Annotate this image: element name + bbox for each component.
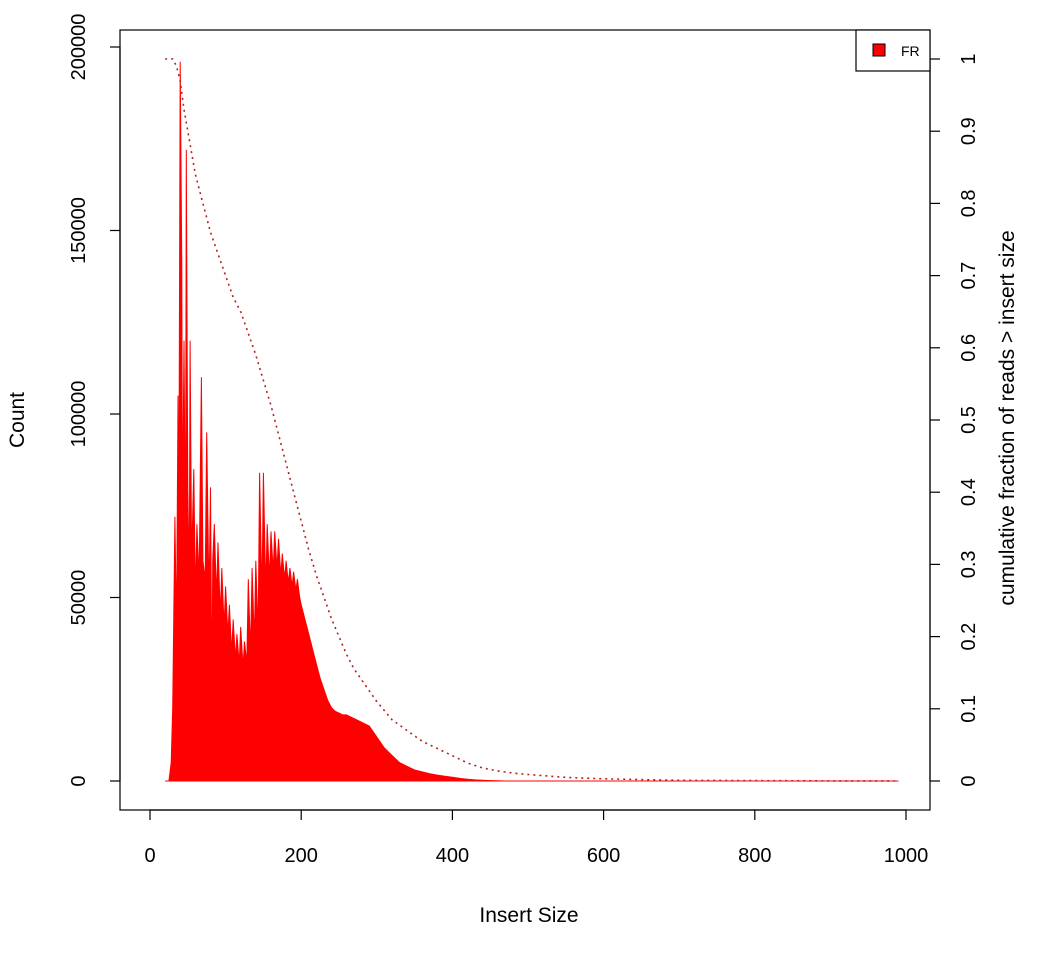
y2-tick-label: 0.4	[958, 478, 980, 506]
y-tick-label: 50000	[68, 570, 90, 626]
x-tick-label: 600	[587, 845, 620, 867]
x-tick-label: 200	[285, 845, 318, 867]
y2-tick-label: 0.1	[958, 695, 980, 723]
y-tick-label: 0	[68, 775, 90, 786]
y-tick-label: 100000	[68, 381, 90, 448]
y2-tick-label: 0.2	[958, 623, 980, 651]
y2-axis-title: cumulative fraction of reads > insert si…	[996, 230, 1019, 605]
legend-box	[855, 29, 931, 72]
y2-tick-label: 0.6	[958, 334, 980, 362]
x-tick-label: 1000	[884, 845, 929, 867]
y2-tick-label: 0.8	[958, 189, 980, 217]
x-tick-label: 400	[436, 845, 469, 867]
x-tick-label: 0	[144, 845, 155, 867]
y2-tick-label: 0.3	[958, 550, 980, 578]
y-axis-title: Count	[6, 392, 29, 448]
plot-marks	[165, 58, 899, 782]
axes: 0 200 400 600 800 1000 0 50000 100000 150000 20000…	[68, 14, 980, 867]
legend: FR	[855, 29, 931, 72]
axis-titles: Insert Size Count cumulative fraction of r…	[6, 230, 1019, 927]
x-tick-label: 800	[738, 845, 771, 867]
y2-tick-label: 0.5	[958, 406, 980, 434]
x-axis-title: Insert Size	[479, 904, 578, 927]
y-tick-label: 200000	[68, 14, 90, 81]
histogram-area-fr	[165, 61, 899, 782]
y-tick-label: 150000	[68, 197, 90, 264]
y2-tick-label: 0.9	[958, 117, 980, 145]
y2-tick-label: 1	[958, 53, 980, 64]
y2-tick-label: 0.7	[958, 262, 980, 290]
y2-tick-label: 0	[958, 775, 980, 786]
legend-swatch	[872, 43, 886, 57]
legend-label: FR	[901, 43, 920, 59]
